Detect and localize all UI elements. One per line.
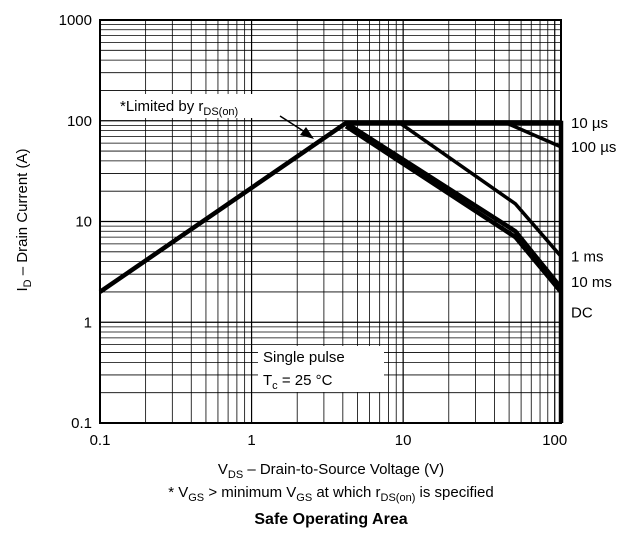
- x-axis-label: VDS – Drain-to-Source Voltage (V): [218, 461, 444, 481]
- limited-arrowhead: [300, 127, 314, 139]
- series-label: 10 µs: [571, 115, 608, 132]
- y-tick-label: 10: [75, 214, 92, 231]
- series-label: DC: [571, 304, 593, 321]
- series-label: 10 ms: [571, 274, 612, 291]
- plot-frame: [99, 19, 562, 424]
- series-line-10-ms: [344, 121, 563, 290]
- series-line-dc: [344, 124, 563, 294]
- series-labels: 10 µs 100 µs 1 ms 10 ms DC: [571, 115, 616, 321]
- chart-title: Safe Operating Area: [254, 511, 407, 528]
- x-tick-label: 100: [542, 432, 567, 449]
- series-label: 1 ms: [571, 248, 604, 265]
- x-tick-label: 0.1: [90, 432, 111, 449]
- series-line-1-ms: [398, 121, 563, 258]
- x-tick-label: 10: [395, 432, 412, 449]
- y-tick-label: 0.1: [71, 415, 92, 432]
- single-pulse-label: Single pulse: [263, 349, 345, 366]
- y-tick-label: 1: [84, 314, 92, 331]
- pulse-label-bg: [258, 346, 384, 392]
- y-tick-label: 1000: [59, 12, 92, 29]
- y-tick-label: 100: [67, 113, 92, 130]
- series-line-100-s: [505, 121, 562, 149]
- footnote: * VGS > minimum VGS at which rDS(on) is …: [168, 484, 494, 504]
- limited-annotation: *Limited by rDS(on): [120, 98, 238, 118]
- tc-label: Tc = 25 °C: [263, 372, 333, 392]
- x-tick-label: 1: [247, 432, 255, 449]
- limited-label-bg: [118, 94, 270, 118]
- tick-labels: 0.1 1 10 100 0.1 1 10 100 1000: [59, 12, 568, 449]
- series-label: 100 µs: [571, 139, 616, 156]
- y-axis-label: ID – Drain Current (A): [14, 149, 34, 292]
